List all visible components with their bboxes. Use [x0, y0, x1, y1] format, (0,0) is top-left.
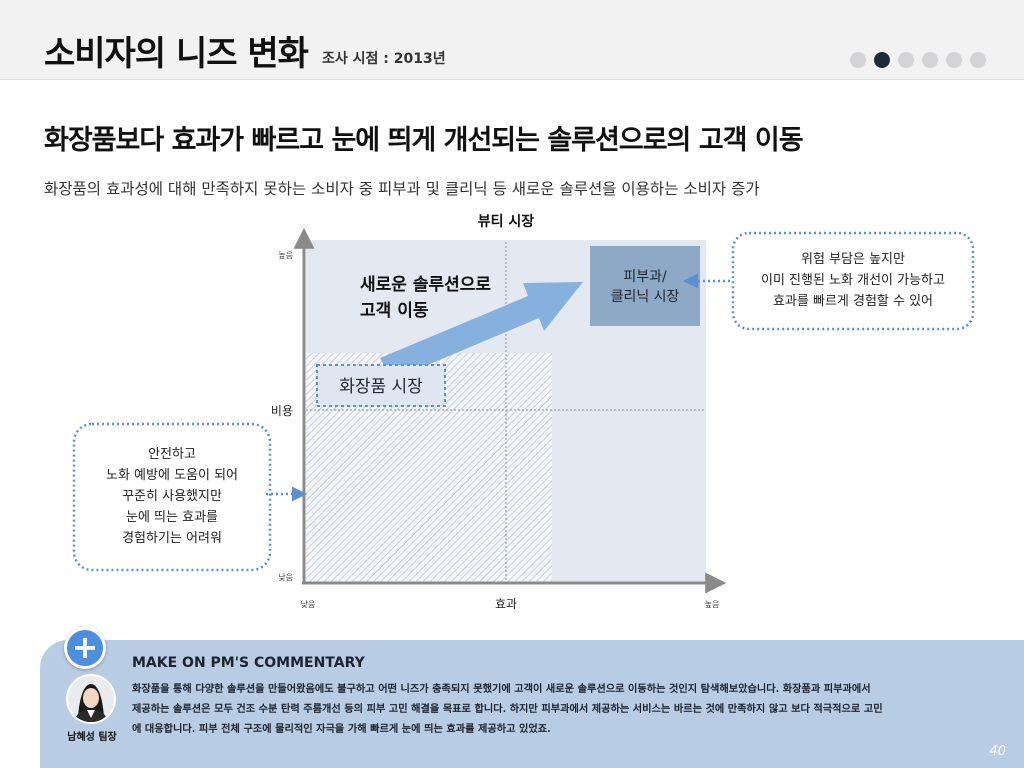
- slide-pager: [850, 52, 986, 68]
- y-axis-name: 비용: [271, 404, 293, 418]
- commentary-line: 제공하는 솔루션은 모두 건조 수분 탄력 주름개선 등의 피부 고민 해결을 …: [132, 703, 883, 715]
- right-callout-line-1: 위험 부담은 높지만: [801, 252, 905, 267]
- left-callout-line-2: 노화 예방에 도움이 되어: [106, 468, 238, 483]
- move-label-line-2: 고객 이동: [360, 301, 429, 321]
- pager-dot[interactable]: [850, 52, 866, 68]
- derm-clinic-box: [590, 246, 700, 326]
- right-callout-line-3: 효과를 빠르게 경험할 수 있어: [773, 294, 933, 309]
- move-label-line-1: 새로운 솔루션으로: [360, 275, 491, 295]
- cosmetic-label-box: [316, 364, 446, 407]
- market-top-label: 뷰티 시장: [478, 213, 535, 230]
- left-callout-line-1: 안전하고: [148, 447, 196, 462]
- subline: 화장품의 효과성에 대해 만족하지 못하는 소비자 중 피부과 및 클리닉 등 …: [44, 180, 760, 198]
- headline: 화장품보다 효과가 빠르고 눈에 띄게 개선되는 솔루션으로의 고객 이동: [44, 125, 804, 156]
- pager-dot-active[interactable]: [874, 52, 890, 68]
- market-diagram: 피부과/ 클리닉 시장 새로운 솔루션으로 고객 이동 화장품 시장 뷰티 시장…: [72, 213, 975, 611]
- survey-date: 조사 시점 : 2013년: [322, 51, 446, 67]
- derm-box-line-2: 클리닉 시장: [611, 289, 680, 305]
- left-callout-line-5: 경험하기는 어려워: [122, 531, 222, 546]
- left-callout-box: [72, 422, 272, 572]
- commentary-title: MAKE ON PM'S COMMENTARY: [132, 655, 365, 671]
- y-axis-high-label: 높음: [278, 251, 293, 260]
- x-axis-low-label: 낮음: [301, 599, 316, 609]
- customer-move-arrow: [380, 282, 583, 380]
- y-axis-low-label: 낮음: [278, 572, 293, 582]
- page-title: 소비자의 니즈 변화: [44, 34, 309, 74]
- x-axis-high-label: 높음: [705, 600, 720, 609]
- avatar: [66, 674, 116, 724]
- cosmetic-label: 화장품 시장: [339, 377, 423, 397]
- pager-dot[interactable]: [898, 52, 914, 68]
- commentary-panel: [40, 640, 1024, 768]
- page-number: 40: [989, 744, 1006, 759]
- author-name: 남혜성 팀장: [67, 732, 117, 743]
- left-callout-line-3: 꾸준히 사용했지만: [122, 488, 222, 504]
- pager-dot[interactable]: [970, 52, 986, 68]
- plus-icon[interactable]: +: [64, 627, 106, 669]
- right-callout-line-2: 이미 진행된 노화 개선이 가능하고: [761, 272, 945, 288]
- pager-dot[interactable]: [922, 52, 938, 68]
- x-axis-name: 효과: [495, 597, 517, 611]
- commentary-text: 화장품을 통해 다양한 솔루션을 만들어왔음에도 불구하고 어떤 니즈가 충족되…: [132, 679, 962, 739]
- commentary-line: 에 대응합니다. 피부 전체 구조에 물리적인 자극을 가해 빠르게 눈에 띄는…: [132, 723, 551, 735]
- header-bar: 소비자의 니즈 변화 조사 시점 : 2013년: [0, 0, 1024, 80]
- commentary-line: 화장품을 통해 다양한 솔루션을 만들어왔음에도 불구하고 어떤 니즈가 충족되…: [132, 683, 871, 695]
- right-callout-box: [731, 231, 975, 331]
- derm-box-line-1: 피부과/: [623, 269, 667, 285]
- left-callout-line-4: 눈에 띄는 효과를: [126, 510, 218, 525]
- pager-dot[interactable]: [946, 52, 962, 68]
